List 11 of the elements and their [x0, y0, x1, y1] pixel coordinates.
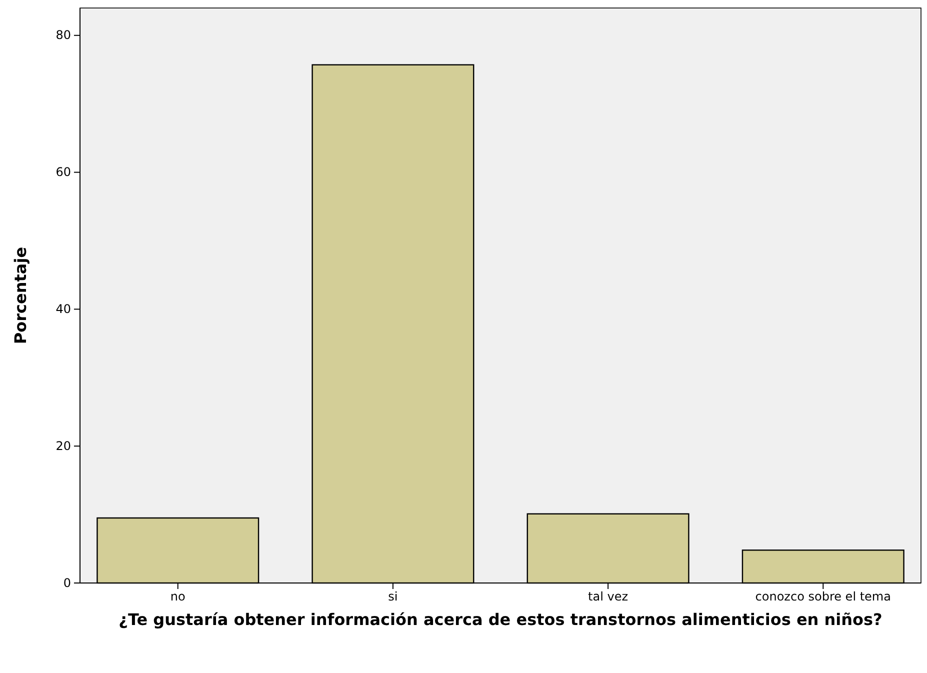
y-tick-label: 40: [56, 302, 71, 316]
y-tick-label: 60: [56, 165, 71, 180]
x-axis-title: ¿Te gustaría obtener información acerca de estos transtornos alimenticios en niños?: [118, 610, 882, 629]
y-tick-label: 80: [56, 28, 71, 42]
x-tick-label: no: [170, 590, 186, 604]
y-tick-label: 20: [56, 438, 71, 453]
x-tick-label: conozco sobre el tema: [755, 590, 891, 604]
x-tick-label: tal vez: [588, 590, 628, 604]
x-tick-label: si: [388, 590, 398, 604]
y-axis-title: Porcentaje: [11, 246, 30, 344]
y-tick-label: 0: [63, 576, 71, 590]
